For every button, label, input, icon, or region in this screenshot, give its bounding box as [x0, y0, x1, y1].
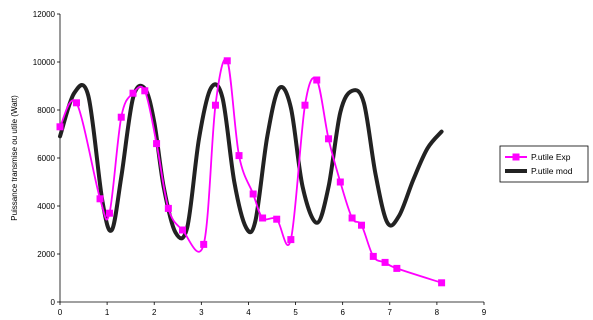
data-point-exp	[96, 195, 104, 203]
data-point-exp	[358, 221, 366, 229]
y-tick-label: 10000	[33, 58, 56, 67]
x-tick-label: 0	[58, 308, 63, 317]
y-tick-label: 6000	[37, 154, 55, 163]
x-tick-label: 5	[293, 308, 298, 317]
y-tick-label: 0	[51, 298, 56, 307]
x-tick-label: 2	[152, 308, 157, 317]
x-tick-label: 6	[340, 308, 345, 317]
legend-label: P.utile mod	[531, 166, 573, 176]
data-point-exp	[287, 236, 295, 244]
data-point-exp	[200, 240, 208, 248]
x-tick-label: 9	[482, 308, 487, 317]
legend-box	[499, 145, 589, 183]
data-point-exp	[235, 152, 243, 160]
data-point-exp	[393, 264, 401, 272]
plot-area	[56, 57, 446, 287]
data-point-exp	[325, 135, 333, 143]
data-point-exp	[117, 113, 125, 121]
data-point-exp	[223, 57, 231, 65]
data-point-exp	[259, 214, 267, 222]
x-tick-label: 3	[199, 308, 204, 317]
data-point-exp	[348, 214, 356, 222]
tick-labels: 0 2000 4000 6000 8000 10000 12000 0 1 2 3 4 5 6 7 8 9	[33, 10, 487, 317]
legend: P.utile Exp P.utile mod	[499, 145, 589, 183]
data-point-exp	[56, 123, 64, 131]
data-point-exp	[313, 76, 321, 84]
y-tick-label: 4000	[37, 202, 55, 211]
data-point-exp	[336, 178, 344, 186]
x-tick-label: 4	[246, 308, 251, 317]
x-tick-label: 8	[435, 308, 440, 317]
data-point-exp	[381, 258, 389, 266]
axes	[57, 13, 485, 305]
data-point-exp	[301, 101, 309, 109]
legend-marker-exp	[512, 153, 520, 161]
data-point-exp	[164, 204, 172, 212]
data-point-exp	[211, 101, 219, 109]
x-tick-label: 7	[388, 308, 393, 317]
legend-label: P.utile Exp	[531, 152, 571, 162]
y-tick-label: 8000	[37, 106, 55, 115]
data-point-exp	[153, 140, 161, 148]
data-point-exp	[178, 226, 186, 234]
y-tick-label: 12000	[33, 10, 56, 19]
y-tick-label: 2000	[37, 250, 55, 259]
y-axis-label: Puissance transmise ou utile (Watt)	[10, 95, 19, 221]
data-point-exp	[141, 87, 149, 95]
data-point-exp	[129, 89, 137, 97]
data-point-exp	[369, 252, 377, 260]
series-line-exp	[59, 58, 443, 284]
series-line-mod	[58, 82, 444, 241]
data-point-exp	[105, 209, 113, 217]
data-point-exp	[438, 279, 446, 287]
data-point-exp	[249, 190, 257, 198]
x-tick-label: 1	[105, 308, 110, 317]
data-point-exp	[72, 99, 80, 107]
data-point-exp	[273, 215, 281, 223]
